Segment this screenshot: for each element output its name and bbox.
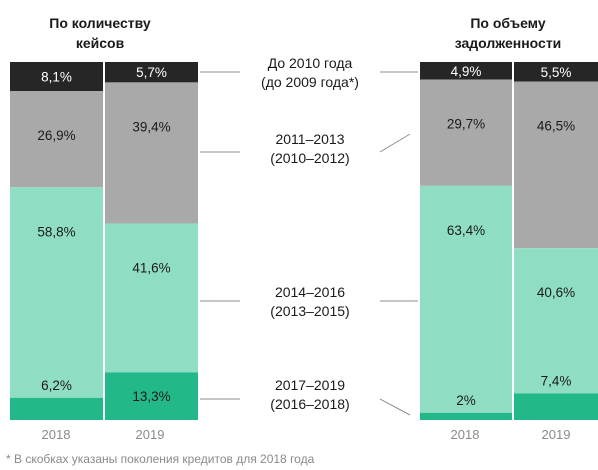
data-label-left-2018-2014-2016: 58,8% [37,224,75,239]
legend-2017-2019-line1: 2017–2019 [275,377,345,393]
legend-pre2010-line1: До 2010 года [268,55,353,71]
bar-right-2018-2014-2016 [420,185,512,413]
data-label-left-2019-2017-2019: 13,3% [132,389,170,404]
legend-2011-2013-line1: 2011–2013 [275,131,344,147]
data-label-left-2018-pre2010: 8,1% [41,69,72,84]
data-label-right-2019-pre2010: 5,5% [541,65,572,80]
data-label-right-2019-2017-2019: 7,4% [541,374,572,389]
bar-left-2018-2011-2013 [10,90,103,188]
bar-left-2019-2017-2019 [105,372,198,420]
legend-2014-2016-line2: (2013–2015) [270,303,349,319]
bar-right-2019-pre2010 [514,62,598,82]
connector-2011-2013 [379,133,411,153]
year-label-left-2019: 2019 [136,427,165,442]
bar-left-2019-2011-2013 [105,82,198,224]
connector-2017-2019 [379,398,411,416]
legend-pre2010-line2: (до 2009 года*) [261,74,359,90]
left-panel-title-line2: кейсов [76,35,125,51]
bar-right-2019-2017-2019 [514,393,598,420]
legend-2017-2019-line2: (2016–2018) [270,396,349,412]
bar-left-2018-2014-2016 [10,187,103,398]
data-label-left-2019-pre2010: 5,7% [136,65,167,80]
bar-right-2018-2017-2019 [420,412,512,420]
bar-right-2018-pre2010 [420,62,512,80]
year-label-right-2018: 2018 [451,427,480,442]
bars-layer [10,62,598,420]
data-label-right-2019-2014-2016: 40,6% [537,285,575,300]
data-label-left-2019-2014-2016: 41,6% [132,260,170,275]
data-label-left-2018-2017-2019: 6,2% [41,378,72,393]
legend-2014-2016-line1: 2014–2016 [275,284,345,300]
labels-layer: 8,1% 26,9% 58,8% 6,2% 5,7% 39,4% 41,6% 13,3% 4,9… [37,64,575,408]
year-label-left-2018: 2018 [42,427,71,442]
bar-right-2019-2014-2016 [514,248,598,394]
bar-left-2018-2017-2019 [10,397,103,420]
right-panel-title-line1: По объему [470,15,545,31]
year-label-right-2019: 2019 [542,427,571,442]
left-panel-title-line1: По количеству [49,15,151,31]
connectors-layer [200,71,418,416]
right-panel-title-line2: задолженности [455,35,562,51]
bar-left-2019-pre2010 [105,62,198,83]
bar-right-2019-2011-2013 [514,81,598,249]
data-label-left-2018-2011-2013: 26,9% [37,128,75,143]
bar-left-2019-2014-2016 [105,223,198,373]
data-label-right-2018-2014-2016: 63,4% [447,223,485,238]
data-label-right-2018-pre2010: 4,9% [451,64,482,79]
bar-right-2018-2011-2013 [420,79,512,186]
data-label-right-2018-2011-2013: 29,7% [447,117,485,132]
footnote: * В скобках указаны поколения кредитов д… [6,452,315,466]
legend-2011-2013-line2: (2010–2012) [270,150,349,166]
data-label-right-2018-2017-2019: 2% [456,393,476,408]
bar-left-2018-pre2010 [10,62,103,91]
data-label-right-2019-2011-2013: 46,5% [537,119,575,134]
data-label-left-2019-2011-2013: 39,4% [132,119,170,134]
